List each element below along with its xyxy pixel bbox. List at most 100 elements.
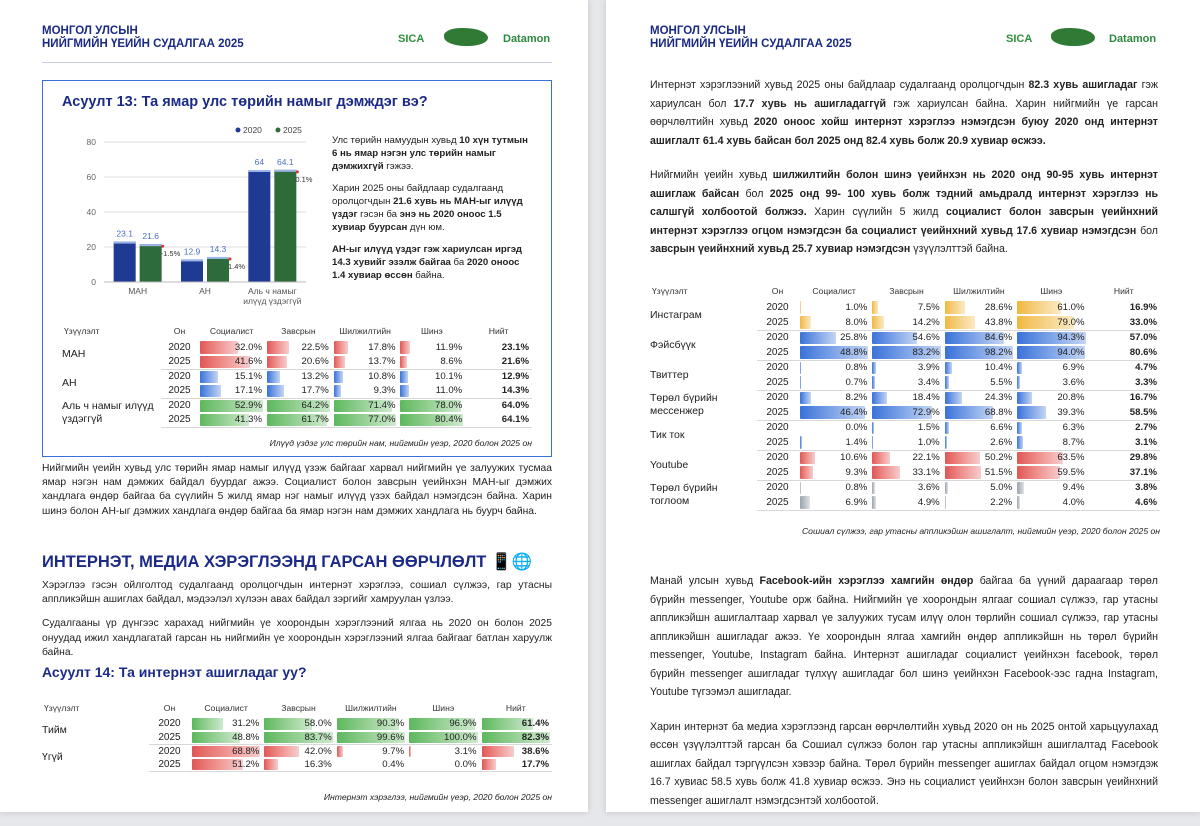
value-cell: 0.7% bbox=[798, 375, 870, 390]
column-header: Шилжилтийн bbox=[943, 286, 1015, 300]
value-cell: 9.3% bbox=[332, 384, 399, 399]
logo: SICA bbox=[1006, 33, 1032, 45]
header-line: НИЙГМИЙН ҮЕИЙН СУДАЛГАА 2025 bbox=[650, 38, 852, 51]
bar bbox=[248, 170, 270, 282]
cell-value: 0.4% bbox=[382, 759, 407, 770]
value-cell: 3.4% bbox=[870, 375, 942, 390]
header-title: МОНГОЛ УЛСЫН НИЙГМИЙН ҮЕИЙН СУДАЛГАА 202… bbox=[42, 25, 244, 51]
cell-value: 22.1% bbox=[913, 452, 943, 463]
year: 2020 bbox=[757, 360, 798, 375]
value-cell: 83.2% bbox=[870, 345, 942, 360]
text: гэжээ. bbox=[384, 161, 414, 172]
cell-value: 22.5% bbox=[302, 342, 332, 353]
cell-value: 3.8% bbox=[1135, 482, 1160, 493]
data-bar bbox=[482, 746, 514, 757]
column-header: Үзүүлэлт bbox=[42, 703, 149, 717]
cell-value: 3.1% bbox=[1135, 437, 1160, 448]
text: Интернэт хэрэглээний хувьд 2025 оны байд… bbox=[650, 79, 1029, 91]
y-tick-label: 80 bbox=[87, 137, 97, 147]
data-label: 23.1 bbox=[116, 229, 133, 239]
cell-value: 28.6% bbox=[985, 302, 1015, 313]
value-cell: 22.1% bbox=[870, 450, 942, 465]
data-bar bbox=[800, 482, 801, 495]
data-bar bbox=[334, 341, 349, 354]
cell-value: 68.8% bbox=[985, 407, 1015, 418]
section-heading: ИНТЕРНЭТ, МЕДИА ХЭРЭГЛЭЭНД ГАРСАН ӨӨРЧЛӨ… bbox=[42, 553, 532, 572]
cell-value: 51.5% bbox=[985, 467, 1015, 478]
value-cell: 14.2% bbox=[870, 315, 942, 330]
value-cell: 32.0% bbox=[198, 340, 265, 355]
header-line: МОНГОЛ УЛСЫН bbox=[42, 25, 244, 38]
value-cell: 20.6% bbox=[265, 355, 332, 370]
right-page: МОНГОЛ УЛСЫН НИЙГМИЙН ҮЕИЙН СУДАЛГАА 202… bbox=[606, 0, 1200, 812]
table-caption: Илүүд үздэг улс төрийн нам, нийгмийн үеэ… bbox=[62, 438, 532, 448]
cell-value: 0.8% bbox=[845, 362, 870, 373]
row-label: АН bbox=[62, 369, 161, 398]
cell-value: 48.8% bbox=[232, 732, 262, 743]
bar bbox=[207, 257, 229, 282]
cell-value: 32.0% bbox=[235, 342, 265, 353]
cell-value: 9.7% bbox=[382, 746, 407, 757]
cell-value: 3.4% bbox=[918, 377, 943, 388]
bar bbox=[274, 170, 296, 282]
data-bar bbox=[945, 316, 976, 329]
cell-value: 10.6% bbox=[840, 452, 870, 463]
cell-value: 8.6% bbox=[440, 356, 465, 367]
value-cell: 0.0% bbox=[798, 420, 870, 435]
legend-dot bbox=[236, 128, 241, 133]
value-cell: 51.5% bbox=[943, 465, 1015, 480]
left-page: МОНГОЛ УЛСЫН НИЙГМИЙН ҮЕИЙН СУДАЛГАА 202… bbox=[0, 0, 588, 812]
column-header: Он bbox=[161, 326, 199, 340]
value-cell: 51.2% bbox=[190, 758, 262, 772]
column-header: Завсрын bbox=[262, 703, 334, 717]
value-cell: 8.7% bbox=[1015, 435, 1087, 450]
year: 2020 bbox=[757, 450, 798, 465]
row-label: Инстаграм bbox=[650, 300, 757, 330]
cell-value: 90.3% bbox=[377, 718, 407, 729]
cell-value: 16.7% bbox=[1130, 392, 1160, 403]
cell-value: 61.4% bbox=[522, 718, 552, 729]
header-title: МОНГОЛ УЛСЫН НИЙГМИЙН ҮЕИЙН СУДАЛГАА 202… bbox=[650, 25, 852, 51]
column-header: Нийт bbox=[1088, 286, 1160, 300]
data-label: 21.6 bbox=[142, 231, 159, 241]
data-bar bbox=[334, 356, 345, 368]
bar-highlight bbox=[114, 242, 136, 244]
cell-value: 14.2% bbox=[913, 317, 943, 328]
value-cell: 17.1% bbox=[198, 384, 265, 399]
row-label: Твиттер bbox=[650, 360, 757, 390]
year: 2025 bbox=[757, 375, 798, 390]
cell-value: 5.5% bbox=[990, 377, 1015, 388]
year: 2020 bbox=[757, 480, 798, 495]
annotation: 0.1% bbox=[295, 175, 312, 184]
paragraph: Харин интернэт ба медиа хэрэглээнд гарса… bbox=[650, 718, 1158, 811]
data-bar bbox=[872, 301, 878, 314]
value-cell: 58.0% bbox=[262, 717, 334, 731]
value-cell: 2.7% bbox=[1088, 420, 1160, 435]
data-bar bbox=[945, 362, 952, 375]
paragraph: Манай улсын хувьд Facebook-ийн хэрэглээ … bbox=[650, 572, 1158, 702]
value-cell: 5.0% bbox=[943, 480, 1015, 495]
column-header: Үзүүлэлт bbox=[650, 286, 757, 300]
text: Нийгмийн үеийн хувьд bbox=[650, 169, 773, 181]
column-header: Социалист bbox=[190, 703, 262, 717]
cell-value: 18.4% bbox=[913, 392, 943, 403]
cell-value: 38.6% bbox=[522, 746, 552, 757]
value-cell: 4.9% bbox=[870, 495, 942, 510]
value-cell: 39.3% bbox=[1015, 405, 1087, 420]
value-cell: 17.7% bbox=[265, 384, 332, 399]
cell-value: 41.3% bbox=[235, 414, 265, 425]
cell-value: 6.9% bbox=[845, 497, 870, 508]
cell-value: 16.3% bbox=[305, 759, 335, 770]
value-cell: 48.8% bbox=[798, 345, 870, 360]
year: 2020 bbox=[161, 369, 199, 384]
bold-text: Facebook-ийн хэрэглээ хамгийн өндөр bbox=[760, 575, 974, 587]
data-bar bbox=[200, 385, 220, 397]
value-cell: 99.6% bbox=[335, 731, 407, 745]
value-cell: 21.6% bbox=[465, 355, 532, 370]
value-cell: 31.2% bbox=[190, 717, 262, 731]
